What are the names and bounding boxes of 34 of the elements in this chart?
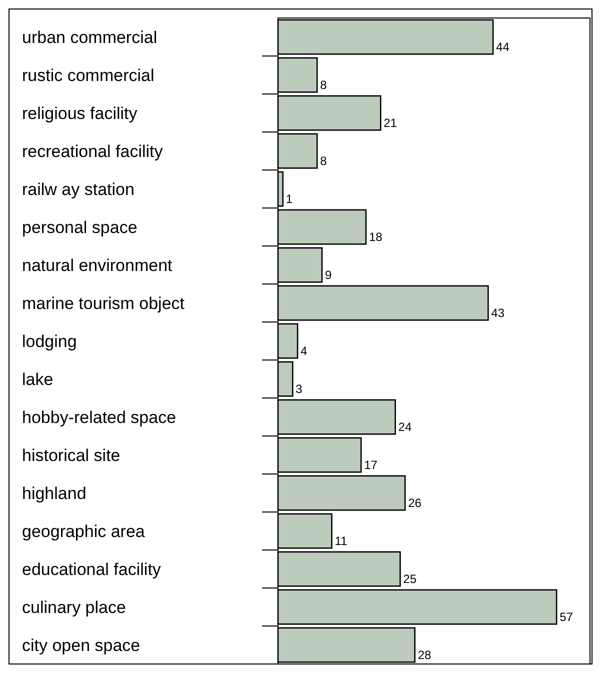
y-tick-label: hobby-related space [22,408,176,427]
data-label: 44 [496,40,510,54]
y-tick-label: historical site [22,446,120,465]
y-tick-label: recreational facility [22,142,164,161]
data-label: 8 [320,154,328,168]
y-tick-label: rustic commercial [22,66,154,85]
data-label: 28 [418,648,432,662]
y-tick-label: lake [22,370,54,389]
data-label: 18 [368,230,383,244]
y-tick-label: railw ay station [22,180,134,199]
data-label: 57 [560,610,574,624]
y-tick-label: natural environment [22,256,173,275]
y-tick-label: educational facility [22,560,162,579]
y-tick-label: marine tourism object [22,294,185,313]
y-tick-label: geographic area [22,522,146,541]
data-label: 21 [384,116,398,130]
y-tick-label: religious facility [22,104,138,123]
data-label: 8 [320,78,328,92]
y-tick-label: city open space [22,636,140,655]
data-label: 3 [296,382,303,396]
y-tick-label: culinary place [22,598,126,617]
data-label: 17 [364,458,378,472]
y-tick-label: lodging [22,332,77,351]
data-label: 26 [408,496,422,510]
data-label: 11 [334,534,348,548]
data-label: 24 [398,420,412,434]
y-tick-label: highland [22,484,86,503]
data-label: 25 [403,572,417,586]
data-label: 43 [491,306,505,320]
y-tick-label: urban commercial [22,28,158,47]
data-label: 1 [286,192,293,206]
y-tick-label: personal space [22,218,138,237]
data-label: 9 [324,268,332,282]
data-label: 4 [300,344,308,358]
